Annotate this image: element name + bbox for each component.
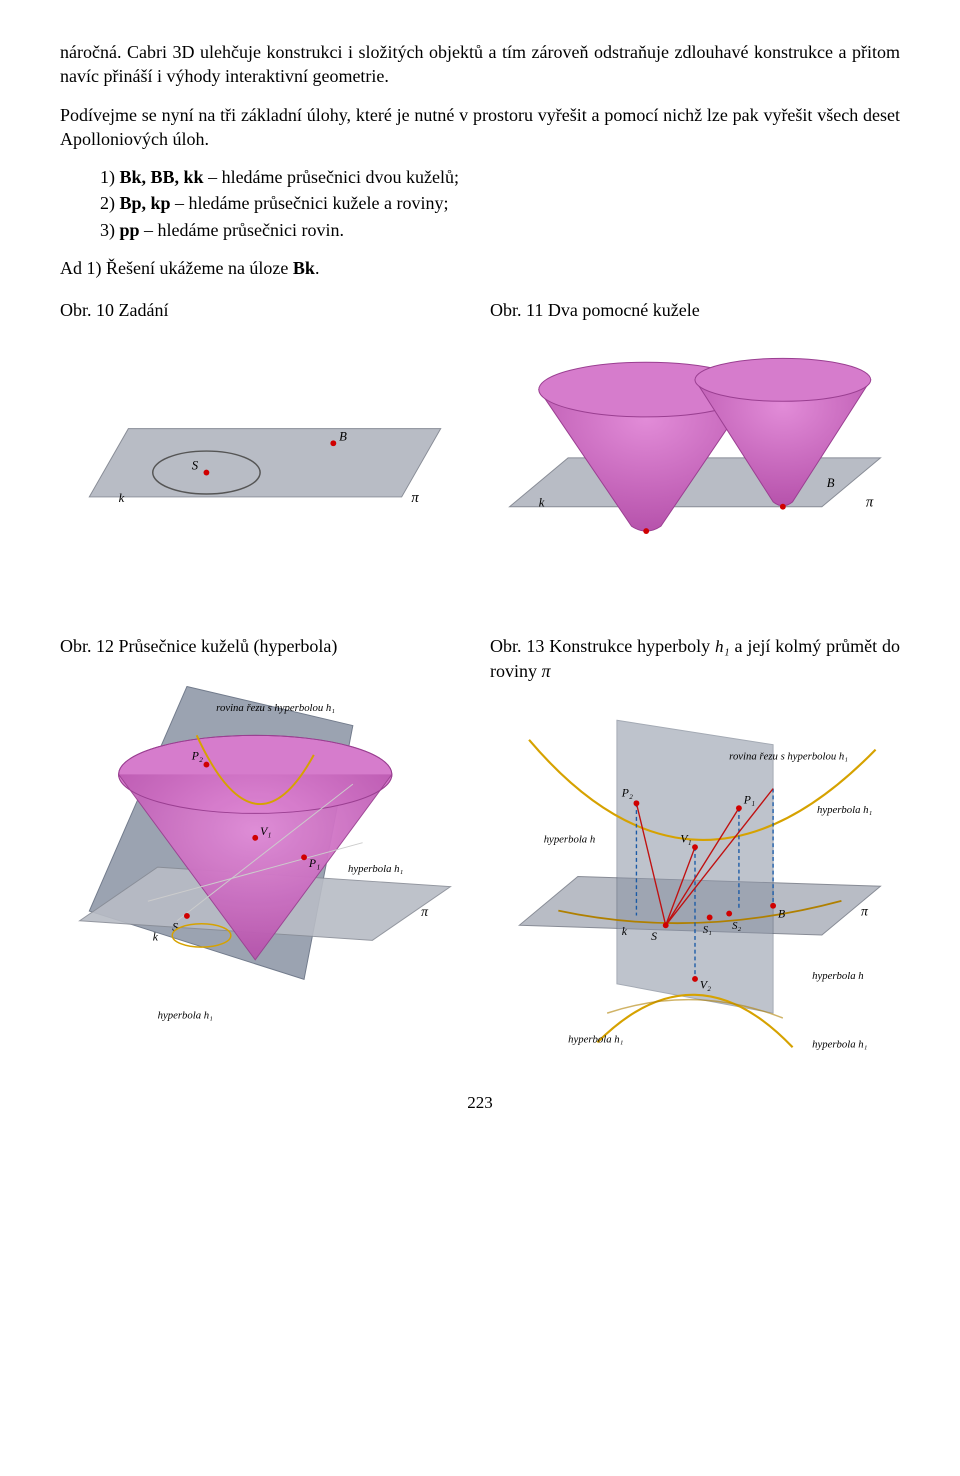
label-S: S — [192, 458, 199, 472]
figure-row-2: Obr. 12 Průsečnice kuželů (hyperbola) ro… — [60, 634, 900, 1062]
caption-11: Obr. 11 Dva pomocné kužele — [490, 298, 900, 322]
c13-pi: π — [542, 661, 551, 681]
label-hyp-h1: hyperbola h₁ — [812, 1038, 868, 1050]
label-V1: V₁ — [680, 832, 691, 845]
label-hyp-h: hyperbola h — [812, 970, 864, 982]
figure-12: Obr. 12 Průsečnice kuželů (hyperbola) ro… — [60, 634, 470, 1062]
label-B: B — [778, 908, 785, 921]
list-bold: pp — [120, 220, 140, 240]
label-k: k — [539, 495, 545, 509]
label-pi: π — [411, 489, 419, 505]
task-list: 1) Bk, BB, kk – hledáme průsečnici dvou … — [100, 165, 900, 242]
caption-13: Obr. 13 Konstrukce hyperboly h₁ a její k… — [490, 634, 900, 683]
label-rovina: rovina řezu s hyperbolou h₁ — [216, 702, 335, 714]
label-S1: S₁ — [703, 924, 712, 936]
figure-13-svg: rovina řezu s hyperbolou h₁ P₂ P₁ — [490, 691, 900, 1062]
figure-11: Obr. 11 Dva pomocné kužele k B — [490, 298, 900, 584]
ad1-suffix: . — [315, 258, 320, 278]
list-rest: – hledáme průsečnici dvou kuželů; — [204, 167, 459, 187]
paragraph-2: Podívejme se nyní na tři základní úlohy,… — [60, 103, 900, 152]
ad1-prefix: Ad 1) Řešení ukážeme na úloze — [60, 258, 293, 278]
list-num: 3) — [100, 220, 115, 240]
label-pi: π — [421, 904, 429, 919]
label-S: S — [651, 930, 657, 943]
list-item: 1) Bk, BB, kk – hledáme průsečnici dvou … — [100, 165, 900, 189]
label-P1: P₁ — [308, 857, 320, 870]
label-hyp-h1: hyperbola h₁ — [158, 1009, 214, 1021]
label-k: k — [119, 490, 125, 504]
list-bold: Bk, BB, kk — [120, 167, 204, 187]
page-number: 223 — [60, 1092, 900, 1115]
label-rovina: rovina řezu s hyperbolou h₁ — [729, 750, 848, 762]
label-B: B — [827, 476, 835, 490]
list-rest: – hledáme průsečnici kužele a roviny; — [171, 193, 449, 213]
label-hyp-h: hyperbola h — [544, 833, 596, 845]
figure-10: Obr. 10 Zadání S B k π — [60, 298, 470, 584]
label-hyp-h1: hyperbola h₁ — [568, 1033, 624, 1045]
list-item: 3) pp – hledáme průsečnici rovin. — [100, 218, 900, 242]
label-V2: V₂ — [700, 979, 711, 992]
label-V1: V₁ — [260, 825, 271, 838]
label-k: k — [153, 930, 159, 943]
list-bold: Bp, kp — [120, 193, 171, 213]
ad1-bold: Bk — [293, 258, 315, 278]
figure-12-svg: rovina řezu s hyperbolou h₁ P₂ P₁ V₁ S — [60, 667, 470, 1038]
list-num: 1) — [100, 167, 115, 187]
figure-13: Obr. 13 Konstrukce hyperboly h₁ a její k… — [490, 634, 900, 1062]
label-hyp-h1: hyperbola h₁ — [348, 863, 404, 875]
label-P2: P₂ — [621, 786, 633, 799]
label-B: B — [339, 429, 347, 443]
label-P1: P₁ — [743, 793, 755, 806]
figure-row-1: Obr. 10 Zadání S B k π Obr. 11 Dva pomoc… — [60, 298, 900, 584]
ad1-line: Ad 1) Řešení ukážeme na úloze Bk. — [60, 256, 900, 280]
label-P2: P₂ — [191, 750, 203, 763]
label-pi: π — [861, 904, 869, 919]
label-pi: π — [866, 494, 874, 510]
list-rest: – hledáme průsečnici rovin. — [140, 220, 344, 240]
label-hyp-h1: hyperbola h₁ — [817, 804, 873, 816]
figure-10-svg: S B k π — [60, 331, 470, 585]
c13-h1: h₁ — [715, 637, 730, 656]
label-S2: S₂ — [732, 920, 741, 932]
caption-12: Obr. 12 Průsečnice kuželů (hyperbola) — [60, 634, 470, 658]
c13-a: Obr. 13 Konstrukce hyperboly — [490, 636, 715, 656]
paragraph-1: náročná. Cabri 3D ulehčuje konstrukci i … — [60, 40, 900, 89]
list-item: 2) Bp, kp – hledáme průsečnici kužele a … — [100, 191, 900, 215]
label-k: k — [622, 925, 628, 938]
list-num: 2) — [100, 193, 115, 213]
figure-11-svg: k B π — [490, 331, 900, 585]
caption-10: Obr. 10 Zadání — [60, 298, 470, 322]
